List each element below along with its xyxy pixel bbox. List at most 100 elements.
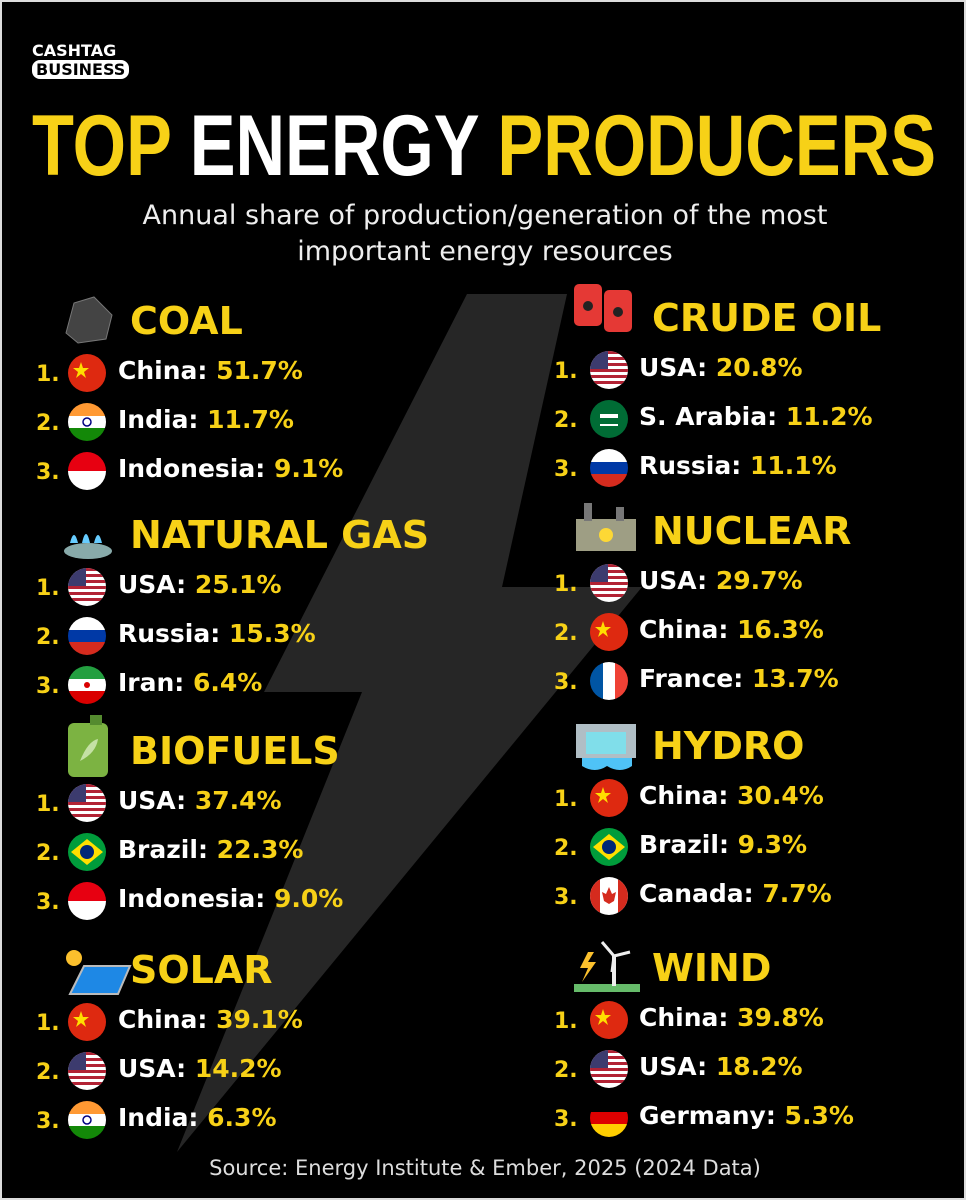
flag-icon (68, 568, 106, 606)
item-row: Russia: 11.1% (639, 451, 837, 480)
country: S. Arabia: (639, 402, 778, 431)
item-row: Brazil: 22.3% (118, 835, 303, 864)
share-value: 20.8% (715, 353, 803, 382)
title: TOP ENERGY PRODUCERS (32, 98, 936, 194)
item-row: USA: 18.2% (639, 1052, 803, 1081)
flag-icon (68, 784, 106, 822)
flag-icon (68, 1003, 106, 1041)
country: Indonesia: (118, 454, 266, 483)
country: Russia: (118, 619, 221, 648)
flag-icon (590, 1099, 628, 1137)
country: China: (639, 781, 729, 810)
item-row: USA: 37.4% (118, 786, 282, 815)
section-icon (60, 293, 116, 349)
rank: 1. (554, 1009, 578, 1034)
share-value: 29.7% (715, 566, 803, 595)
rank: 1. (36, 576, 60, 601)
share-value: 9.3% (737, 830, 808, 859)
flag-icon (590, 564, 628, 602)
item-row: USA: 14.2% (118, 1054, 282, 1083)
section-icon (60, 715, 116, 785)
flag-icon (68, 452, 106, 490)
rank: 2. (36, 411, 60, 436)
country: France: (639, 664, 744, 693)
rank: 1. (36, 792, 60, 817)
country: Russia: (639, 451, 742, 480)
source: Source: Energy Institute & Ember, 2025 (… (209, 1156, 761, 1180)
section-title: NATURAL GAS (130, 513, 430, 557)
flag-icon (68, 617, 106, 655)
flag-icon (590, 662, 628, 700)
brand-badge: BUSINESS (32, 60, 130, 79)
section-title: COAL (130, 299, 243, 343)
title-word: ENERGY (190, 98, 479, 194)
rank: 2. (36, 625, 60, 650)
item-row: Iran: 6.4% (118, 668, 262, 697)
flag-icon (590, 1050, 628, 1088)
rank: 3. (554, 670, 578, 695)
item-row: Brazil: 9.3% (639, 830, 807, 859)
brand-line: BUSINESS (32, 60, 130, 79)
share-value: 16.3% (737, 615, 824, 644)
item-row: USA: 29.7% (639, 566, 803, 595)
share-value: 22.3% (216, 835, 304, 864)
flag-icon (68, 666, 106, 704)
share-value: 39.1% (216, 1005, 303, 1034)
rank: 3. (554, 885, 578, 910)
item-row: China: 30.4% (639, 781, 824, 810)
country: China: (118, 1005, 208, 1034)
title-word: PRODUCERS (497, 98, 936, 194)
share-value: 5.3% (784, 1101, 854, 1130)
rank: 1. (554, 787, 578, 812)
item-row: India: 6.3% (118, 1103, 277, 1132)
rank: 3. (554, 1107, 578, 1132)
country: Brazil: (639, 830, 729, 859)
share-value: 13.7% (751, 664, 839, 693)
flag-icon (590, 449, 628, 487)
rank: 3. (36, 674, 60, 699)
section-title: WIND (652, 946, 772, 990)
share-value: 11.1% (749, 451, 837, 480)
share-value: 18.2% (715, 1052, 803, 1081)
country: Brazil: (118, 835, 208, 864)
item-row: Russia: 15.3% (118, 619, 316, 648)
country: USA: (118, 1054, 187, 1083)
country: India: (118, 1103, 199, 1132)
flag-icon (590, 779, 628, 817)
share-value: 6.3% (207, 1103, 277, 1132)
share-value: 15.3% (228, 619, 316, 648)
country: China: (639, 615, 729, 644)
flag-icon (590, 1001, 628, 1039)
item-row: Indonesia: 9.0% (118, 884, 343, 913)
section-icon (572, 499, 642, 559)
item-row: India: 11.7% (118, 405, 294, 434)
country: USA: (118, 570, 187, 599)
country: USA: (639, 353, 708, 382)
flag-icon (68, 354, 106, 392)
section-icon (60, 948, 132, 1004)
share-value: 25.1% (194, 570, 282, 599)
section-title: HYDRO (652, 724, 805, 768)
flag-icon (68, 403, 106, 441)
country: Canada: (639, 879, 754, 908)
country: USA: (639, 1052, 708, 1081)
share-value: 30.4% (737, 781, 824, 810)
rank: 2. (554, 836, 578, 861)
rank: 3. (36, 460, 60, 485)
country: USA: (639, 566, 708, 595)
rank: 2. (554, 1058, 578, 1083)
rank: 1. (36, 1011, 60, 1036)
item-row: China: 39.8% (639, 1003, 824, 1032)
rank: 1. (554, 359, 578, 384)
rank: 3. (36, 1109, 60, 1134)
share-value: 14.2% (194, 1054, 282, 1083)
country: China: (118, 356, 208, 385)
country: India: (118, 405, 199, 434)
section-title: CRUDE OIL (652, 296, 882, 340)
subtitle: Annual share of production/generation of… (142, 200, 828, 267)
item-row: France: 13.7% (639, 664, 839, 693)
section-title: NUCLEAR (652, 509, 852, 553)
rank: 2. (554, 408, 578, 433)
